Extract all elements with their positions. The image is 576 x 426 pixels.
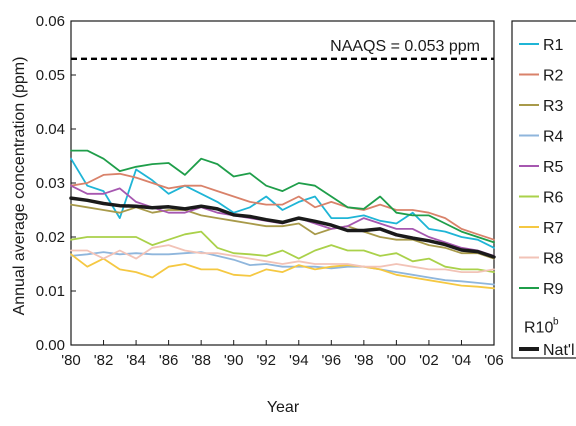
legend-label-r3: R3 (543, 98, 564, 115)
legend-label-r6: R6 (543, 190, 564, 207)
y-tick-label: 0.05 (36, 67, 65, 84)
legend-label-r9: R9 (543, 281, 564, 298)
series-line-r9 (70, 149, 495, 244)
x-tick-label: '02 (419, 352, 439, 369)
tick-labels: 0.00 0.01 0.02 0.03 0.04 0.05 0.06 '80 '82 '84 '86… (36, 13, 504, 369)
x-tick-label: '86 (159, 352, 179, 369)
series-line-natl (69, 196, 496, 259)
reference-line-group: NAAQS = 0.053 ppm (71, 38, 494, 60)
series-line-r2 (70, 172, 495, 241)
legend-label-r10: R10 (524, 320, 553, 337)
legend-label-r1: R1 (543, 37, 564, 54)
x-tick-label: '94 (289, 352, 309, 369)
x-tick-label: '96 (322, 352, 342, 369)
legend-label-r5: R5 (543, 159, 564, 176)
series-line-r8 (70, 244, 495, 274)
y-tick-label: 0.00 (36, 337, 65, 354)
x-tick-label: '98 (354, 352, 374, 369)
series-line-r1 (70, 157, 495, 249)
x-tick-label: '92 (256, 352, 276, 369)
legend-label-natl: Nat'l (543, 342, 575, 359)
series-line-r4 (70, 251, 495, 286)
y-axis-title: Annual average concentration (ppm) (11, 57, 28, 316)
plot-frame (70, 20, 495, 346)
x-tick-label: '82 (94, 352, 114, 369)
x-axis-title: Year (267, 399, 300, 416)
legend-label-r4: R4 (543, 129, 564, 146)
x-tick-label: '04 (452, 352, 472, 369)
x-tick-label: '84 (126, 352, 146, 369)
legend-footnote-marker: b (553, 317, 559, 328)
y-tick-label: 0.04 (36, 121, 65, 138)
series-line-r6 (70, 230, 495, 274)
y-tick-label: 0.06 (36, 13, 65, 30)
x-tick-label: '06 (484, 352, 504, 369)
legend-label-r7: R7 (543, 220, 564, 237)
x-tick-label: '80 (61, 352, 81, 369)
y-tick-label: 0.03 (36, 175, 65, 192)
x-tick-label: '00 (387, 352, 407, 369)
legend: R1 R2 R3 R4 R5 R6 R7 R8 R9 R10 b Nat'l (511, 20, 576, 359)
series-line-r3 (70, 203, 495, 260)
x-tick-label: '88 (191, 352, 211, 369)
series-lines (69, 149, 496, 290)
y-tick-label: 0.01 (36, 283, 65, 300)
x-tick-label: '90 (224, 352, 244, 369)
legend-box (511, 20, 576, 359)
series-line-r7 (70, 253, 495, 290)
legend-label-r2: R2 (543, 68, 564, 85)
axes (70, 20, 495, 346)
y-tick-label: 0.02 (36, 229, 65, 246)
legend-label-r8: R8 (543, 251, 564, 268)
reference-line-label: NAAQS = 0.053 ppm (330, 38, 480, 55)
